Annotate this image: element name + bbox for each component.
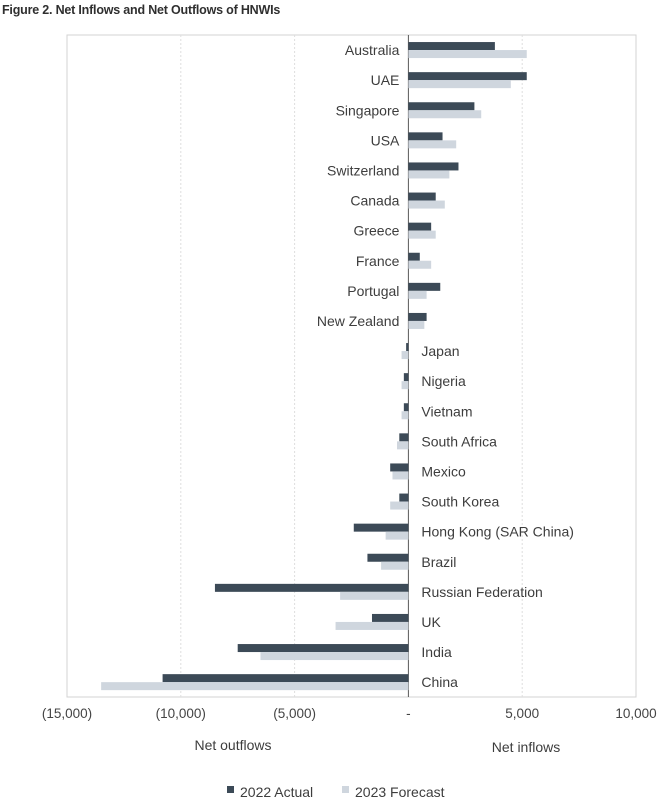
bar-2022-actual-brazil [367,553,409,562]
category-label-south-africa: South Africa [421,433,497,449]
x-tick-label: 5,000 [505,706,539,721]
net-outflows-label: Net outflows [194,737,271,753]
bar-2023-forecast-portugal [408,290,427,299]
bar-2022-actual-japan [406,343,409,352]
category-label-singapore: Singapore [336,102,400,118]
category-label-russian-federation: Russian Federation [421,584,542,600]
bar-2022-actual-canada [408,192,436,201]
bar-2022-actual-vietnam [403,403,409,412]
category-label-china: China [421,674,458,690]
category-label-france: France [356,253,400,269]
bar-2022-actual-uk [371,613,409,622]
bar-2023-forecast-switzerland [408,170,450,179]
legend-swatch-2023-forecast [342,786,349,793]
bar-2023-forecast-canada [408,200,445,209]
bar-2023-forecast-usa [408,140,457,149]
bar-2022-actual-india [237,644,409,653]
bar-2023-forecast-south-korea [390,501,409,510]
bar-2022-actual-hong-kong-sar-china [353,523,409,532]
bar-2023-forecast-china [101,682,409,691]
bar-2022-actual-france [408,252,420,261]
figure-title: Figure 2. Net Inflows and Net Outflows o… [2,3,281,17]
category-label-new-zealand: New Zealand [317,313,400,329]
category-label-south-korea: South Korea [421,494,499,510]
bar-2023-forecast-uk [335,621,409,630]
bar-2023-forecast-uae [408,80,511,89]
bar-2022-actual-usa [408,132,443,141]
bar-2022-actual-uae [408,72,527,81]
category-label-canada: Canada [350,193,399,209]
bar-2022-actual-portugal [408,282,441,291]
bar-2023-forecast-brazil [381,561,409,570]
bar-2023-forecast-south-africa [397,441,409,450]
category-label-hong-kong-sar-china: Hong Kong (SAR China) [421,524,574,540]
category-label-portugal: Portugal [347,283,399,299]
category-label-brazil: Brazil [421,554,456,570]
net-inflows-label: Net inflows [492,739,560,755]
bar-2023-forecast-australia [408,50,527,59]
bar-2022-actual-australia [408,42,495,51]
bar-2022-actual-switzerland [408,162,459,171]
x-tick-label: 10,000 [615,706,656,721]
bar-2023-forecast-hong-kong-sar-china [385,531,409,540]
x-tick-label: (15,000) [42,706,92,721]
bar-2023-forecast-nigeria [401,381,409,390]
bar-2023-forecast-new-zealand [408,320,425,329]
bar-2023-forecast-greece [408,230,436,239]
bar-2023-forecast-france [408,260,432,269]
bar-2022-actual-nigeria [403,373,409,382]
bar-2022-actual-russian-federation [214,583,409,592]
bar-2022-actual-south-africa [399,433,409,442]
bar-2023-forecast-india [260,652,409,661]
plot-frame [66,34,637,698]
category-label-india: India [421,644,452,660]
category-label-australia: Australia [345,42,400,58]
category-label-mexico: Mexico [421,463,466,479]
x-tick-label: - [406,706,411,721]
bar-2023-forecast-russian-federation [340,591,409,600]
category-label-vietnam: Vietnam [421,403,472,419]
x-tick-label: (5,000) [273,706,316,721]
legend-label-2023-forecast: 2023 Forecast [355,784,445,800]
category-label-nigeria: Nigeria [421,373,466,389]
bar-2022-actual-greece [408,222,432,231]
bar-2023-forecast-japan [401,351,409,360]
category-label-japan: Japan [421,343,459,359]
bar-2023-forecast-mexico [392,471,409,480]
category-label-uk: UK [421,614,441,630]
bar-2022-actual-mexico [390,463,409,472]
bar-2022-actual-new-zealand [408,312,427,321]
legend-swatch-2022-actual [227,786,234,793]
category-label-usa: USA [371,132,400,148]
category-label-greece: Greece [353,223,399,239]
legend-label-2022-actual: 2022 Actual [240,784,313,800]
x-tick-label: (10,000) [156,706,206,721]
category-label-uae: UAE [371,72,400,88]
bar-2023-forecast-vietnam [401,411,409,420]
category-label-switzerland: Switzerland [327,162,399,178]
bar-2022-actual-china [162,674,409,683]
bar-2022-actual-south-korea [399,493,409,502]
bar-2022-actual-singapore [408,102,475,111]
bar-2023-forecast-singapore [408,110,482,119]
